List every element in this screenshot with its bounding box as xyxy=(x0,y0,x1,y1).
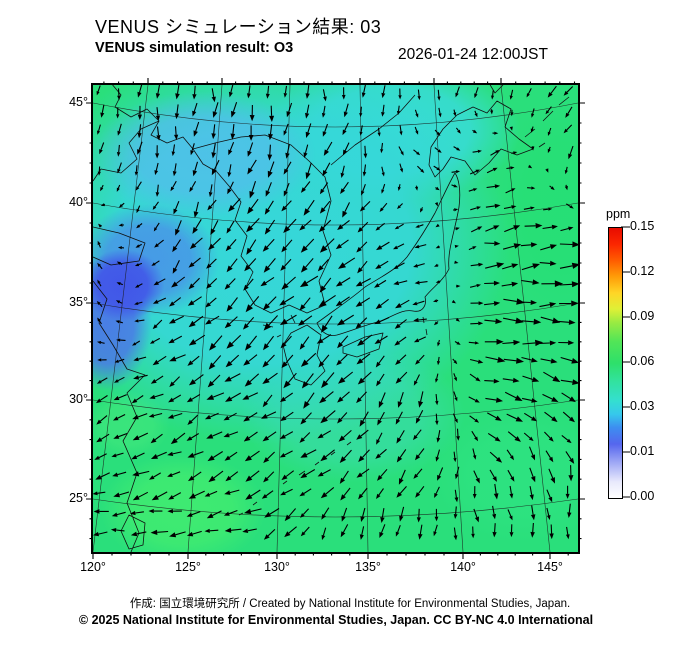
ozone-field xyxy=(93,85,578,552)
map-overlay xyxy=(93,85,578,552)
colorbar-tick-label: 0.15 xyxy=(630,219,655,233)
lon-tick-label: 120° xyxy=(80,560,106,574)
colorbar xyxy=(608,227,623,499)
map-panel xyxy=(91,83,580,554)
page-title-japanese: VENUS シミュレーション結果: 03 xyxy=(95,17,382,37)
colorbar-tick-label: 0.12 xyxy=(630,264,655,278)
lon-tick-label: 145° xyxy=(537,560,563,574)
colorbar-tick-label: 0.01 xyxy=(630,444,655,458)
colorbar-tick-label: 0.03 xyxy=(630,399,655,413)
lat-tick-label: 25° xyxy=(69,491,88,505)
lon-tick-label: 135° xyxy=(355,560,381,574)
colorbar-tick-label: 0.09 xyxy=(630,309,655,323)
lat-tick-label: 40° xyxy=(69,195,88,209)
colorbar-unit-label: ppm xyxy=(606,207,631,221)
lon-tick-label: 125° xyxy=(175,560,201,574)
valid-datetime-label: 2026-01-24 12:00JST xyxy=(398,46,548,63)
wind-arrows xyxy=(93,85,578,541)
lon-tick-label: 140° xyxy=(450,560,476,574)
map-graticule xyxy=(93,85,578,552)
footer-license: © 2025 National Institute for Environmen… xyxy=(78,613,594,627)
lon-tick-label: 130° xyxy=(264,560,290,574)
footer-credit: 作成: 国立環境研究所 / Created by National Instit… xyxy=(129,598,571,610)
coastlines xyxy=(93,85,570,552)
lat-tick-label: 45° xyxy=(69,95,88,109)
colorbar-tick-label: 0.00 xyxy=(630,489,655,503)
page-title-english: VENUS simulation result: O3 xyxy=(95,40,294,56)
lat-tick-label: 30° xyxy=(69,392,88,406)
colorbar-tick-label: 0.06 xyxy=(630,354,655,368)
lat-tick-label: 35° xyxy=(69,295,88,309)
